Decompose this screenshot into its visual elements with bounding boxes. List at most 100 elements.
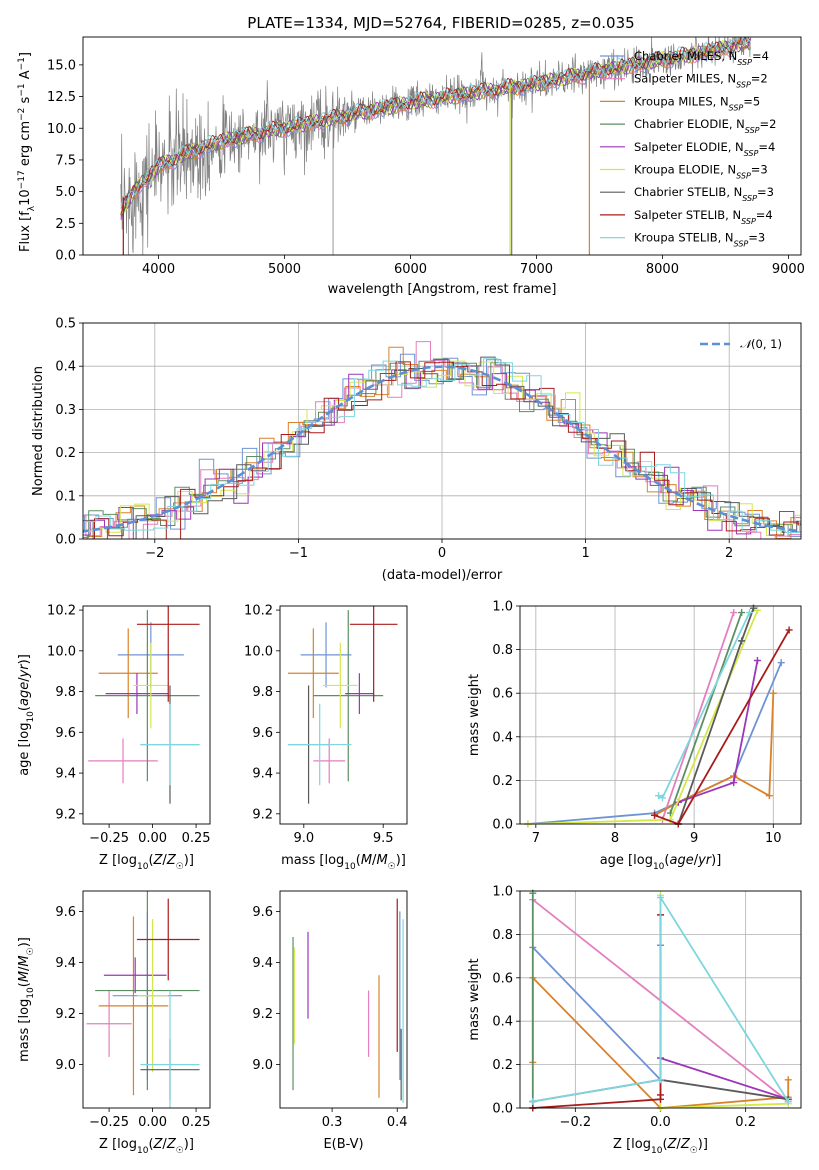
errorbar-kroupa-miles [287, 628, 339, 719]
legend-ssp-count: =3 [751, 163, 768, 177]
x-tick-label: −0.2 [560, 1115, 592, 1130]
label-part: M [17, 971, 32, 982]
x-tick-label: 7000 [520, 262, 553, 277]
y-tick-label: 0.2 [55, 446, 76, 461]
y-tick-label: 0.3 [55, 403, 76, 418]
errorbar-salpeter-miles [88, 738, 158, 784]
label-part: Flux [f [18, 211, 33, 252]
x-tick-label: 0.25 [182, 1115, 211, 1130]
label-part: age [669, 853, 693, 868]
spectrum-x-label: wavelength [Angstrom, rest frame] [328, 282, 557, 297]
legend-ssp-subscript: SSP [742, 194, 757, 203]
mass_vs_Z-frame [82, 890, 211, 1109]
legend-ssp-count: =2 [760, 117, 777, 131]
age_vs_Z-y-label: age [log10(age/yr)] [17, 654, 36, 776]
label-part: 10 [344, 862, 356, 872]
spectrum-legend: Chabrier MILES, NSSP=4 Salpeter MILES, N S… [600, 49, 776, 248]
label-part: )] [184, 853, 194, 868]
series-chabrier-stelib [674, 604, 758, 828]
x-tick-label: 4000 [142, 262, 175, 277]
y-tick-label: 9.0 [55, 1058, 76, 1073]
series-line [532, 914, 662, 1109]
label-part: Z [153, 1137, 164, 1152]
errorbar-kroupa-elodie [136, 919, 169, 1073]
y-tick-label: 9.8 [252, 685, 273, 700]
errorbar-chabrier-miles [300, 622, 352, 688]
point-marker [655, 792, 663, 800]
residuals-plot-area [83, 341, 801, 539]
legend-model-name: Salpeter MILES, N [634, 72, 736, 86]
normal-params: (0, 1) [751, 337, 782, 351]
y-tick-label: 0.0 [492, 1102, 513, 1117]
legend-label-chabrier-elodie: Chabrier ELODIE, NSSP=2 [634, 117, 776, 135]
legend-ssp-subscript: SSP [736, 171, 751, 180]
errorbar-salpeter-elodie [103, 957, 167, 994]
errorbar-kroupa-stelib [140, 703, 200, 786]
histogram-chabrier-elodie [83, 358, 801, 538]
y-tick-label: 0.0 [55, 249, 76, 264]
x-tick-label: 8000 [646, 262, 679, 277]
y-tick-label: 9.4 [55, 767, 76, 782]
y-tick-label: 9.2 [55, 1007, 76, 1022]
y-tick-label: 10.2 [244, 604, 273, 619]
label-part: mass [log [281, 853, 344, 868]
residuals-y-label: Normed distribution [31, 366, 46, 496]
y-tick-label: 0.6 [492, 687, 513, 702]
x-tick-label: 0.2 [735, 1115, 756, 1130]
point-marker [651, 811, 659, 819]
weight_vs_age-x-label: age [log10(age/yr)] [600, 853, 722, 872]
series-line [661, 612, 735, 820]
label-part: / [162, 1137, 167, 1152]
label-part: 10 [26, 711, 36, 723]
label-part: yr [17, 663, 32, 679]
label-part: / [372, 853, 377, 868]
series-line [669, 612, 743, 814]
spectrum-plot-area [120, 37, 752, 255]
point-marker [738, 609, 746, 617]
point-marker [730, 779, 738, 787]
label-part: ☉ [176, 862, 184, 872]
y-tick-label: 9.6 [55, 905, 76, 920]
label-part: ( [17, 982, 32, 987]
figure-title: PLATE=1334, MJD=52764, FIBERID=0285, z=0… [247, 14, 634, 32]
weight_vs_Z-axes: −0.2 0.0 0.20.00.20.40.60.81.0Z [log10(Z/Z… [467, 885, 801, 1156]
y-tick-label: 0.4 [492, 730, 513, 745]
mass_vs_Z-plot-area [86, 891, 200, 1108]
label-part: ( [356, 853, 361, 868]
legend-ssp-count: =3 [757, 185, 774, 199]
legend-model-name: Chabrier ELODIE, N [634, 117, 745, 131]
label-part: )] [396, 853, 406, 868]
age_vs_Z-axes: −0.25 0.00 0.259.29.49.69.810.010.2Z [log1… [17, 604, 211, 872]
residuals-frame [82, 322, 802, 540]
label-part: −17 [17, 170, 27, 189]
errorbar-kroupa-stelib [287, 703, 352, 786]
label-part: −2 [17, 108, 27, 121]
label-part: Z [log [99, 853, 137, 868]
point-marker [785, 626, 793, 634]
y-tick-label: 10.2 [47, 604, 76, 619]
series-line [532, 945, 662, 1083]
label-part: age [log [600, 853, 653, 868]
x-tick-label: 6000 [394, 262, 427, 277]
y-tick-label: 0.8 [492, 928, 513, 943]
point-marker [657, 1091, 664, 1099]
weight_vs_Z-plot-area [529, 889, 792, 1112]
series-line [532, 894, 789, 1103]
errorbar-salpeter-stelib [136, 898, 200, 981]
spectrum-frame [82, 36, 802, 256]
legend-model-name: Kroupa STELIB, N [634, 231, 734, 245]
spectrum-y-label: Flux [fλ10−17 erg cm−2 s−1 A−1] [17, 52, 37, 252]
label-part: ( [17, 706, 32, 711]
legend-ssp-subscript: SSP [741, 216, 756, 225]
point-marker [769, 689, 777, 697]
point-marker [529, 1097, 537, 1105]
label-part: A [18, 70, 33, 83]
x-tick-label: 1 [581, 546, 589, 561]
x-tick-label: −1 [289, 546, 308, 561]
legend-label-chabrier-miles: Chabrier MILES, NSSP=4 [634, 49, 769, 67]
point-marker [753, 657, 761, 664]
weight_vs_age-plot-area [524, 604, 793, 828]
label-part: M [361, 853, 372, 868]
label-part: Z [log [99, 1137, 137, 1152]
